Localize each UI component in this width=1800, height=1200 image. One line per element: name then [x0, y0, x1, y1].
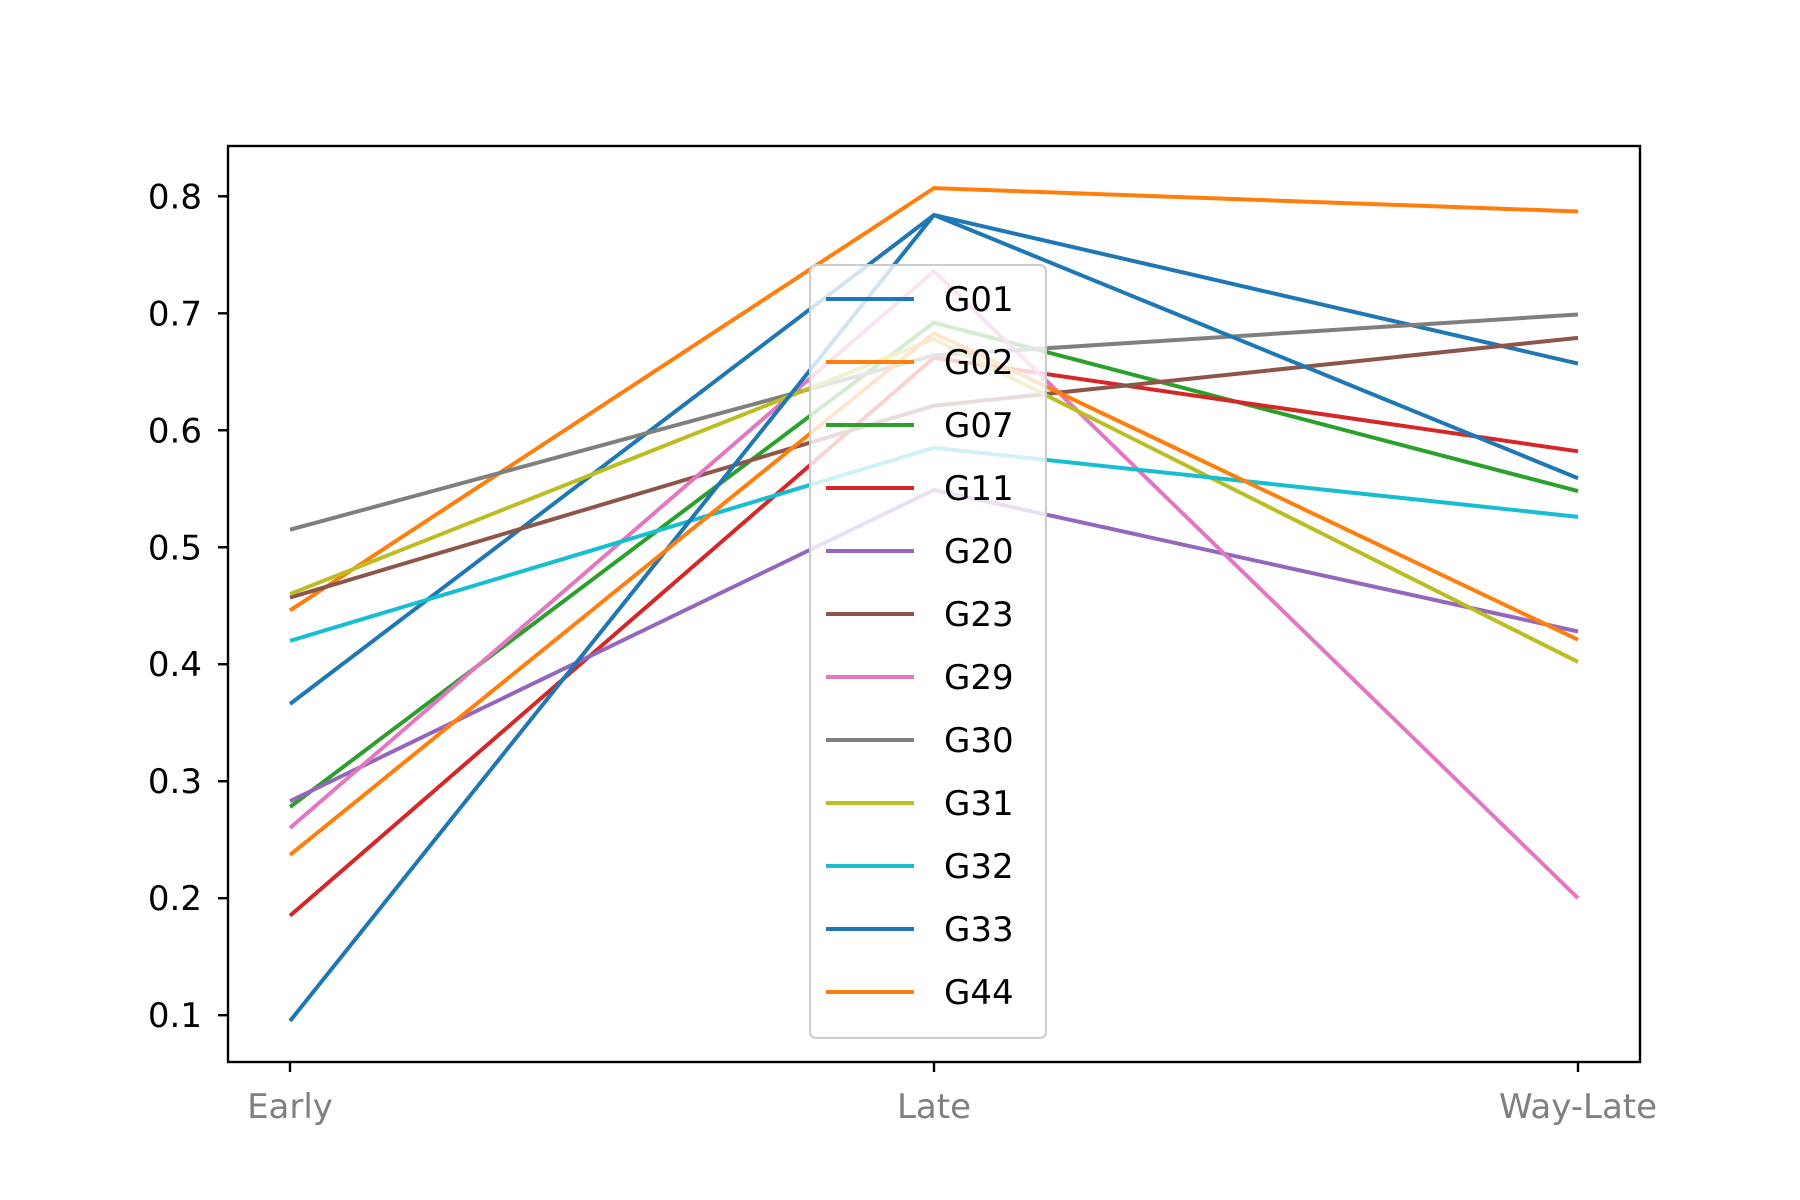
x-tick-label-way-late: Way-Late [1499, 1087, 1657, 1127]
y-tick-label: 0.7 [148, 294, 202, 334]
legend-label-g01: G01 [944, 280, 1014, 320]
y-tick-label: 0.5 [148, 528, 202, 568]
legend-label-g32: G32 [944, 847, 1014, 887]
legend-label-g31: G31 [944, 784, 1014, 824]
x-tick-label-late: Late [897, 1087, 971, 1127]
legend-label-g20: G20 [944, 532, 1014, 572]
legend-label-g29: G29 [944, 658, 1014, 698]
axis-layer: 0.1 0.2 0.3 0.4 0.5 0.6 0.7 0.8 Early Late Way-Lat… [148, 177, 1657, 1127]
legend-label-g23: G23 [944, 595, 1014, 635]
series-line-g33 [288, 212, 1579, 1023]
legend-label-g30: G30 [944, 721, 1014, 761]
legend-box [809, 264, 1047, 1039]
y-tick-label: 0.6 [148, 411, 202, 451]
y-tick-label: 0.8 [148, 177, 202, 217]
legend-label-g02: G02 [944, 343, 1014, 383]
y-tick-label: 0.2 [148, 879, 202, 919]
legend: G01 G02 G07 G11 G20 G23 G29 G30 G31 G32 G33 G44 [809, 264, 1047, 1039]
x-tick-label-early: Early [247, 1087, 333, 1127]
legend-label-g11: G11 [944, 469, 1014, 509]
y-tick-label: 0.3 [148, 762, 202, 802]
y-tick-label: 0.1 [148, 996, 202, 1036]
legend-label-g44: G44 [944, 973, 1014, 1013]
legend-label-g33: G33 [944, 910, 1014, 950]
y-tick-label: 0.4 [148, 645, 202, 685]
legend-label-g07: G07 [944, 406, 1014, 446]
